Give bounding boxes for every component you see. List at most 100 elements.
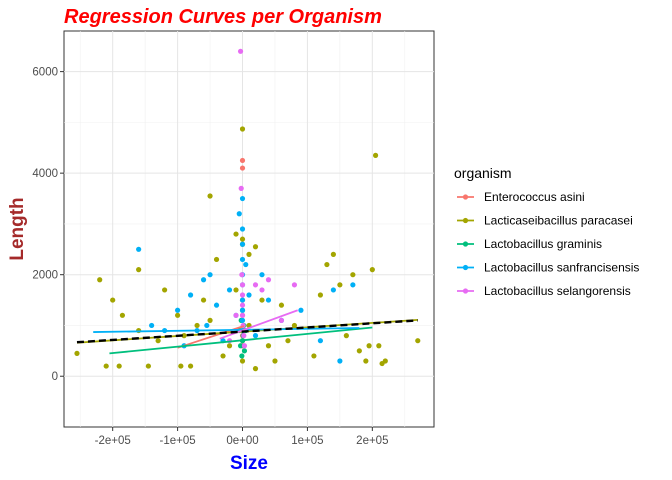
data-point — [259, 287, 265, 293]
legend-label: Lactobacillus graminis — [484, 237, 602, 251]
data-point — [74, 350, 80, 356]
legend-key-point — [462, 194, 469, 200]
data-point — [187, 292, 194, 298]
data-point — [237, 343, 244, 349]
x-tick-label: 2e+05 — [356, 435, 388, 447]
data-point — [382, 358, 388, 364]
data-point — [298, 307, 304, 313]
data-point — [259, 272, 265, 278]
data-point — [330, 287, 336, 293]
data-point — [174, 307, 181, 313]
data-point — [145, 363, 151, 369]
data-point — [265, 343, 272, 349]
legend-item: Lactobacillus selangorensis — [457, 284, 631, 298]
data-point — [239, 317, 246, 323]
data-point — [149, 322, 155, 329]
data-point — [369, 267, 375, 273]
data-point — [233, 312, 239, 318]
data-point — [207, 317, 213, 323]
data-point — [194, 322, 200, 329]
data-point — [103, 363, 109, 369]
data-point — [272, 358, 278, 364]
data-point — [207, 193, 213, 199]
data-point — [317, 338, 324, 344]
data-point — [252, 333, 259, 339]
chart-title: Regression Curves per Organism — [64, 6, 382, 28]
regression-line — [219, 309, 298, 340]
data-point — [239, 165, 246, 171]
legend-title: organism — [454, 165, 512, 181]
data-point — [239, 312, 246, 318]
data-point — [239, 272, 245, 278]
grid-major — [64, 31, 434, 427]
legend-item: Lacticaseibacillus paracasei — [457, 214, 633, 228]
legend-item: Enterococcus asini — [457, 190, 585, 204]
data-point — [110, 297, 116, 303]
data-point — [239, 282, 246, 288]
x-axis-ticks: -2e+05 -1e+05 0e+00 1e+05 2e+05 — [95, 427, 388, 447]
data-point — [236, 211, 242, 217]
data-point — [239, 226, 246, 232]
data-point — [213, 302, 220, 308]
data-point — [136, 246, 142, 252]
data-point — [239, 292, 246, 298]
y-axis-ticks: 0 2000 4000 6000 — [32, 67, 64, 383]
data-point — [337, 358, 343, 364]
data-point — [252, 282, 259, 288]
data-point — [246, 251, 252, 257]
data-point — [97, 277, 103, 283]
data-point — [239, 126, 246, 132]
data-point — [178, 363, 184, 369]
data-point — [238, 185, 244, 191]
data-point — [213, 256, 220, 263]
data-point — [241, 333, 247, 339]
data-point — [220, 353, 226, 359]
data-point — [226, 287, 233, 293]
data-point — [174, 312, 181, 318]
data-point — [239, 256, 246, 263]
data-point — [239, 157, 246, 164]
data-point — [239, 302, 246, 308]
regression-lines — [76, 309, 418, 355]
legend-item: Lactobacillus sanfrancisensis — [457, 261, 639, 275]
data-point — [265, 277, 272, 283]
data-point — [200, 297, 207, 303]
data-point — [343, 333, 349, 339]
data-point — [363, 358, 369, 364]
data-point — [350, 272, 356, 278]
legend-label: Enterococcus asini — [484, 190, 585, 204]
x-axis-title: Size — [230, 453, 268, 474]
data-point — [155, 338, 161, 344]
data-point — [239, 236, 246, 242]
y-tick-label: 2000 — [32, 270, 58, 282]
data-point — [243, 261, 249, 268]
data-point — [187, 363, 194, 369]
data-point — [291, 282, 298, 288]
data-point — [278, 302, 285, 308]
data-point — [278, 317, 285, 323]
data-point — [291, 322, 298, 329]
x-tick-label: -2e+05 — [95, 435, 131, 447]
data-point — [337, 282, 343, 288]
data-point — [246, 292, 252, 298]
legend-label: Lactobacillus sanfrancisensis — [484, 261, 639, 275]
data-point — [317, 292, 324, 298]
data-point — [252, 244, 259, 250]
legend-label: Lactobacillus selangorensis — [484, 284, 631, 298]
data-point — [233, 287, 239, 293]
data-point — [350, 282, 356, 288]
data-point — [239, 307, 246, 313]
data-point — [116, 363, 122, 369]
data-point — [136, 267, 142, 273]
data-point — [200, 277, 207, 283]
data-point — [376, 343, 382, 349]
overall-regression-line — [76, 319, 418, 344]
legend-key-point — [462, 288, 469, 294]
data-point — [239, 358, 246, 364]
regression-line — [109, 326, 373, 355]
y-tick-label: 4000 — [32, 168, 58, 180]
data-points — [74, 48, 421, 372]
data-point — [233, 231, 239, 237]
data-point — [265, 297, 272, 303]
